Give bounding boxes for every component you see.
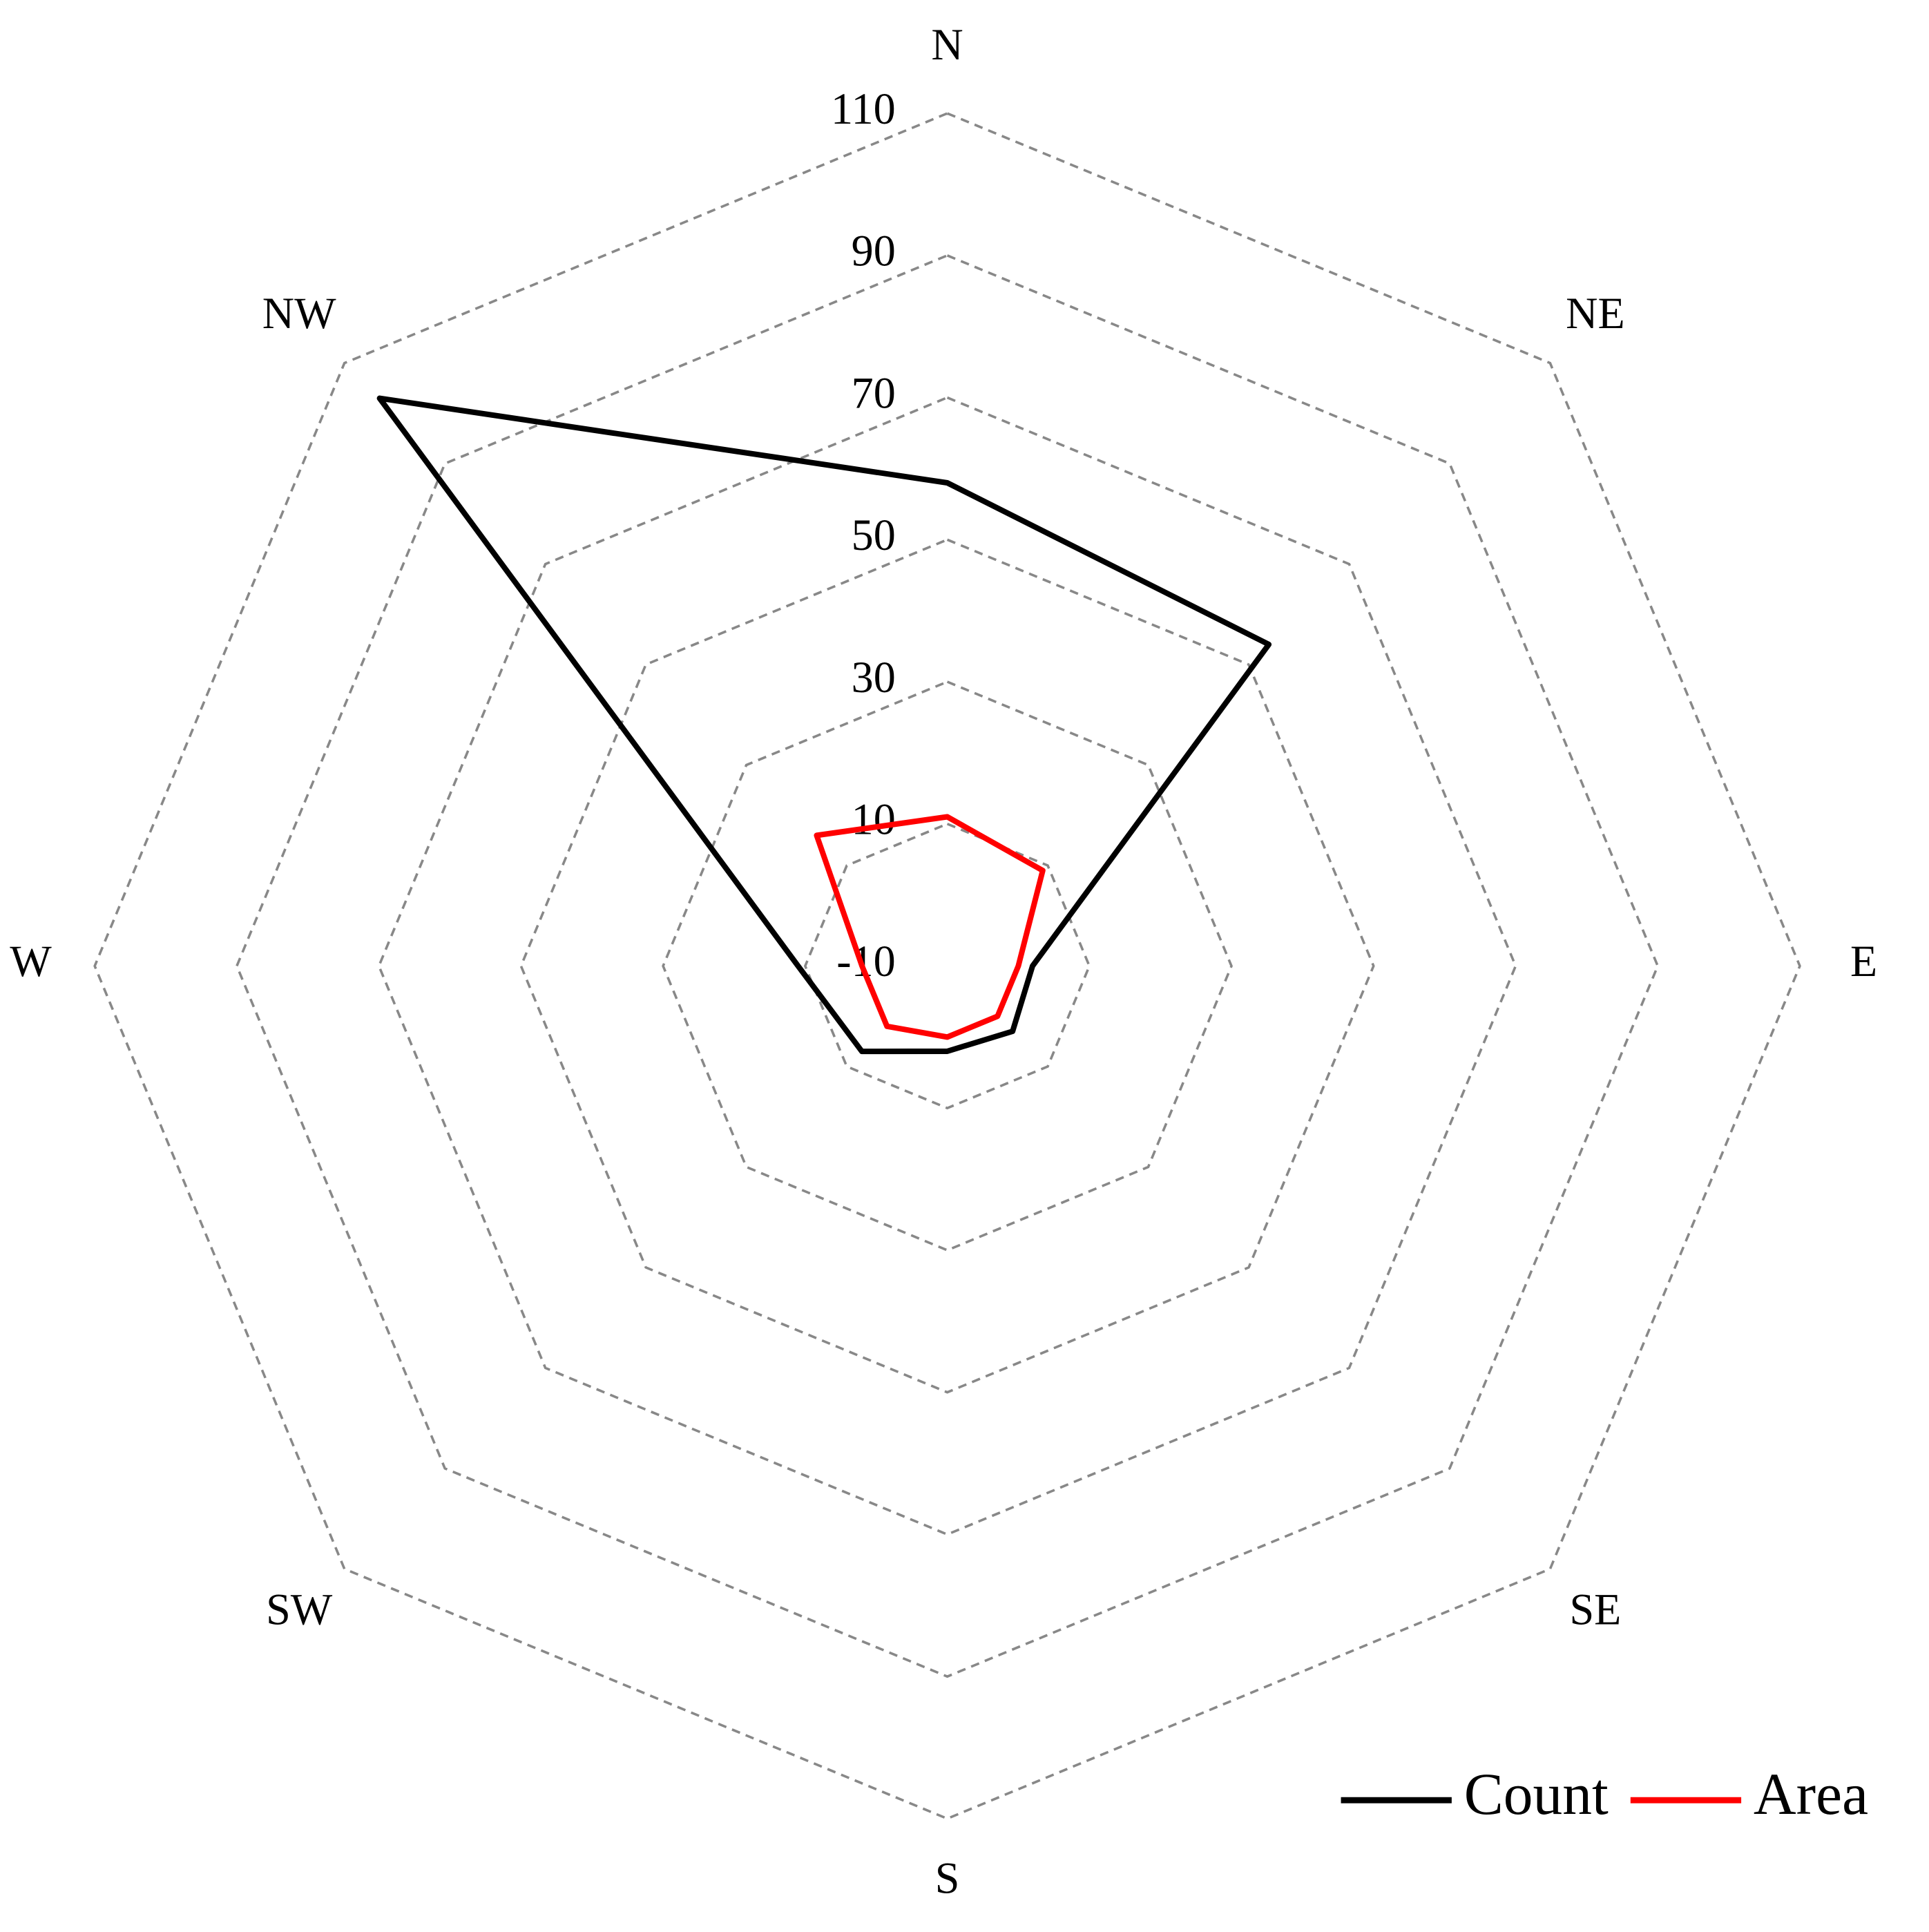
category-label: NW xyxy=(262,289,336,338)
grid-ring xyxy=(662,680,1233,1252)
category-label: SW xyxy=(266,1585,333,1634)
r-tick-label: 50 xyxy=(852,510,896,559)
series-line xyxy=(376,395,1272,1055)
r-tick-label: 30 xyxy=(852,653,896,702)
category-label: N xyxy=(931,20,963,69)
r-tick-label: 10 xyxy=(852,794,896,843)
category-label: W xyxy=(10,937,52,986)
grid-ring xyxy=(803,822,1091,1110)
series-line xyxy=(814,814,1046,1040)
grid-ring xyxy=(377,396,1517,1536)
legend-label: Count xyxy=(1464,1762,1609,1827)
category-label: S xyxy=(935,1853,960,1902)
category-label: SE xyxy=(1570,1585,1622,1634)
grid-ring xyxy=(93,112,1801,1820)
grid-ring xyxy=(519,538,1375,1394)
category-label: NE xyxy=(1566,289,1624,338)
r-tick-label: 70 xyxy=(852,368,896,417)
r-tick-label: 110 xyxy=(831,84,896,133)
grid-ring xyxy=(235,254,1660,1678)
r-tick-label: 90 xyxy=(852,227,896,276)
category-label: E xyxy=(1850,937,1877,986)
legend-label: Area xyxy=(1754,1762,1868,1827)
